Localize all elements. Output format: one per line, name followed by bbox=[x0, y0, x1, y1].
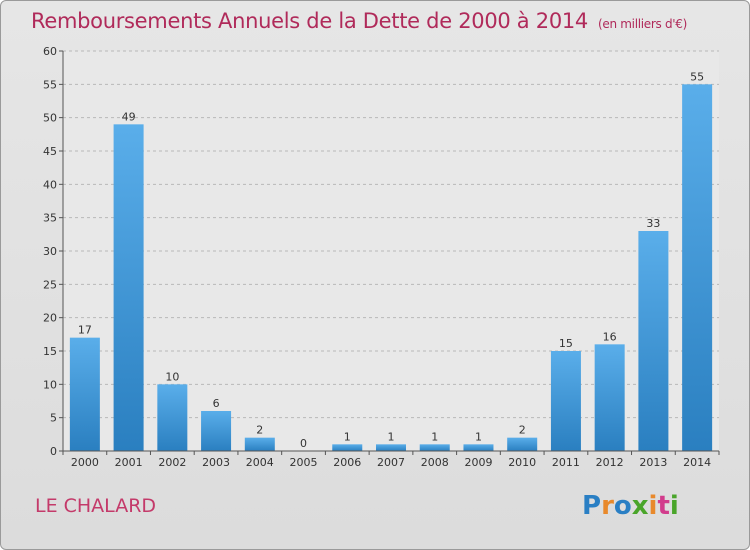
chart-title-text: Remboursements Annuels de la Dette de 20… bbox=[31, 9, 588, 33]
value-label-2001: 49 bbox=[122, 110, 136, 123]
x-tick-label: 2012 bbox=[596, 456, 624, 469]
logo-letter: t bbox=[657, 491, 670, 521]
value-label-2003: 6 bbox=[213, 397, 220, 410]
y-tick-label: 5 bbox=[50, 412, 57, 425]
value-label-2010: 2 bbox=[519, 424, 526, 437]
y-tick-label: 15 bbox=[43, 345, 57, 358]
value-label-2004: 2 bbox=[256, 424, 263, 437]
y-tick-label: 50 bbox=[43, 112, 57, 125]
bar-2010 bbox=[507, 437, 538, 451]
logo-letter: x bbox=[631, 491, 649, 521]
value-label-2014: 55 bbox=[690, 70, 704, 83]
data-labels: 17 49 10 6 2 0 1 1 1 1 2 15 16 33 55 bbox=[78, 70, 704, 450]
y-tick-label: 55 bbox=[43, 78, 57, 91]
bar-2008 bbox=[419, 444, 450, 451]
logo-letter: r bbox=[601, 491, 614, 521]
bar-2014 bbox=[682, 84, 713, 451]
y-tick-label: 30 bbox=[43, 245, 57, 258]
y-tick-label: 20 bbox=[43, 312, 57, 325]
value-label-2009: 1 bbox=[475, 430, 482, 443]
value-label-2002: 10 bbox=[165, 370, 179, 383]
x-tick-label: 2003 bbox=[202, 456, 230, 469]
y-tick-label: 0 bbox=[50, 445, 57, 458]
x-tick-label: 2000 bbox=[71, 456, 99, 469]
value-label-2008: 1 bbox=[431, 430, 438, 443]
value-label-2005: 0 bbox=[300, 437, 307, 450]
value-label-2007: 1 bbox=[388, 430, 395, 443]
x-tick-label: 2014 bbox=[683, 456, 711, 469]
bar-2013 bbox=[638, 231, 669, 451]
x-tick-label: 2010 bbox=[508, 456, 536, 469]
chart-subtitle: (en milliers d'€) bbox=[598, 17, 688, 31]
logo-letter: i bbox=[669, 491, 679, 521]
bar-2004 bbox=[244, 437, 275, 451]
x-tick-label: 2001 bbox=[115, 456, 143, 469]
bar-2002 bbox=[157, 384, 188, 451]
y-tick-label: 60 bbox=[43, 45, 57, 58]
logo-letter: P bbox=[582, 491, 602, 521]
x-tick-label: 2009 bbox=[464, 456, 492, 469]
value-label-2000: 17 bbox=[78, 324, 92, 337]
bar-2003 bbox=[201, 411, 232, 451]
y-tick-label: 10 bbox=[43, 378, 57, 391]
y-tick-label: 25 bbox=[43, 278, 57, 291]
chart-title: Remboursements Annuels de la Dette de 20… bbox=[31, 9, 687, 33]
x-tick-label: 2011 bbox=[552, 456, 580, 469]
bar-2012 bbox=[594, 344, 625, 451]
x-tick-label: 2004 bbox=[246, 456, 274, 469]
value-label-2011: 15 bbox=[559, 337, 573, 350]
x-tick-label: 2013 bbox=[639, 456, 667, 469]
bar-2000 bbox=[69, 337, 100, 451]
y-tick-label: 40 bbox=[43, 178, 57, 191]
x-tick-label: 2007 bbox=[377, 456, 405, 469]
bar-2006 bbox=[332, 444, 363, 451]
proxiti-logo: Proxiti bbox=[582, 491, 679, 521]
value-label-2013: 33 bbox=[646, 217, 660, 230]
bar-2011 bbox=[550, 351, 581, 451]
x-tick-label: 2006 bbox=[333, 456, 361, 469]
bar-2001 bbox=[113, 124, 144, 451]
bar-2009 bbox=[463, 444, 494, 451]
x-tick-label: 2002 bbox=[158, 456, 186, 469]
y-tick-label: 45 bbox=[43, 145, 57, 158]
value-label-2012: 16 bbox=[603, 330, 617, 343]
y-tick-label: 35 bbox=[43, 212, 57, 225]
x-tick-label: 2008 bbox=[421, 456, 449, 469]
bars bbox=[69, 84, 713, 451]
bar-2007 bbox=[376, 444, 406, 451]
value-label-2006: 1 bbox=[344, 430, 351, 443]
commune-name: LE CHALARD bbox=[35, 495, 157, 517]
x-tick-label: 2005 bbox=[290, 456, 318, 469]
logo-letter: o bbox=[613, 491, 632, 521]
logo-letter: i bbox=[648, 491, 658, 521]
